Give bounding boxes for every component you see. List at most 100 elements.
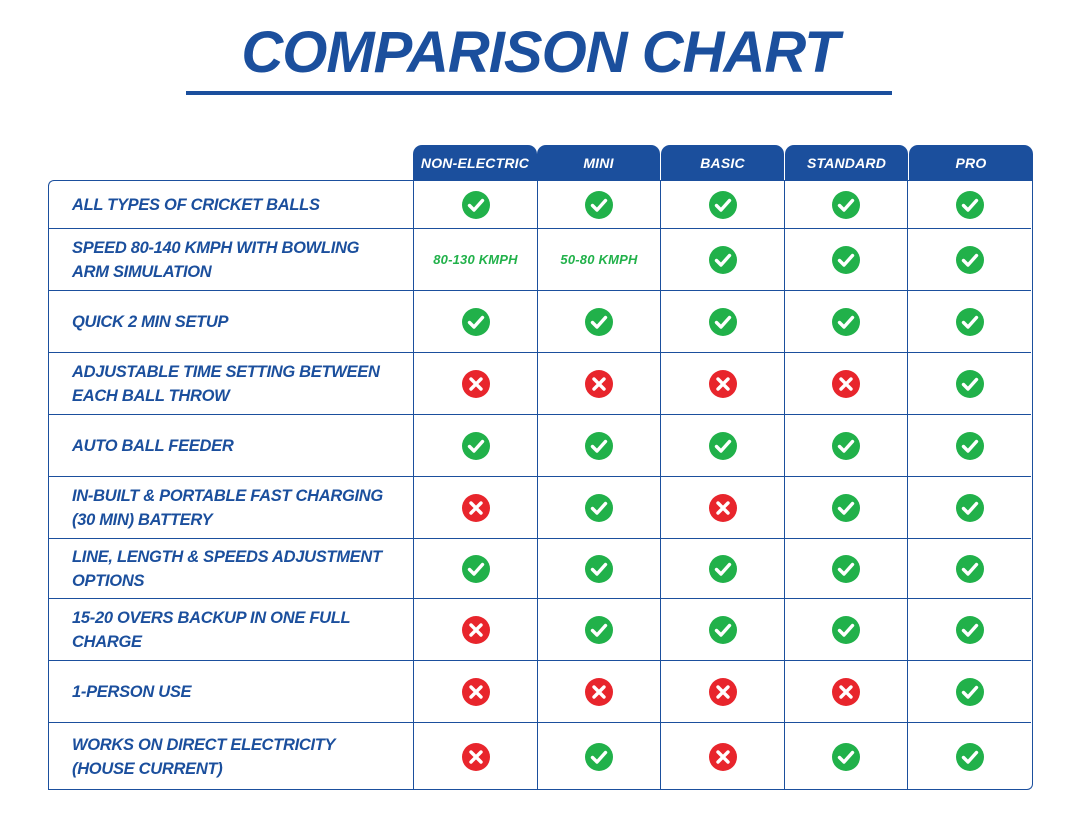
table-cell <box>413 722 537 789</box>
table-cell <box>537 352 660 414</box>
table-cell <box>413 180 537 228</box>
title-underline <box>186 91 892 95</box>
table-cell <box>660 476 784 538</box>
feature-label: LINE, LENGTH & SPEEDS ADJUSTMENT OPTIONS <box>48 538 413 598</box>
check-icon <box>832 554 860 583</box>
feature-label: ADJUSTABLE TIME SETTING BETWEEN EACH BAL… <box>48 352 413 414</box>
table-cell <box>784 414 907 476</box>
table-cell <box>537 538 660 598</box>
feature-label: QUICK 2 MIN SETUP <box>48 290 413 352</box>
table-cell <box>907 352 1031 414</box>
table-cell <box>907 660 1031 722</box>
cross-icon <box>708 677 737 706</box>
table-cell <box>537 476 660 538</box>
column-header-standard: STANDARD <box>785 145 908 181</box>
table-cell <box>784 660 907 722</box>
table-cell <box>907 180 1031 228</box>
table-cell <box>784 476 907 538</box>
table-cell <box>413 352 537 414</box>
check-icon <box>955 554 984 583</box>
cross-icon <box>461 677 490 706</box>
check-icon <box>585 307 613 336</box>
speed-value: 80-130 KMPH <box>433 252 518 267</box>
check-icon <box>585 190 613 219</box>
table-cell <box>907 228 1031 290</box>
table-cell <box>907 722 1031 789</box>
table-cell <box>907 414 1031 476</box>
check-icon <box>832 431 860 460</box>
check-icon <box>955 742 984 771</box>
table-cell <box>537 414 660 476</box>
table-cell <box>907 476 1031 538</box>
table-cell <box>660 414 784 476</box>
column-header-non-electric: NON-ELECTRIC <box>413 145 537 181</box>
table-cell <box>784 598 907 660</box>
cross-icon <box>708 369 737 398</box>
table-cell <box>660 660 784 722</box>
table-cell <box>907 538 1031 598</box>
table-cell <box>784 538 907 598</box>
table-cell <box>537 598 660 660</box>
column-header-basic: BASIC <box>661 145 784 181</box>
cross-icon <box>708 742 737 771</box>
check-icon <box>832 493 860 522</box>
table-cell <box>907 598 1031 660</box>
table-cell <box>660 598 784 660</box>
check-icon <box>832 742 860 771</box>
table-cell <box>413 598 537 660</box>
page-title: COMPARISON CHART <box>241 20 839 85</box>
table-cell <box>413 476 537 538</box>
cross-icon <box>585 369 613 398</box>
table-cell <box>660 352 784 414</box>
table-cell <box>537 722 660 789</box>
feature-label: 1-PERSON USE <box>48 660 413 722</box>
check-icon <box>708 245 737 274</box>
check-icon <box>708 615 737 644</box>
feature-label: AUTO BALL FEEDER <box>48 414 413 476</box>
cross-icon <box>461 493 490 522</box>
check-icon <box>708 307 737 336</box>
check-icon <box>585 554 613 583</box>
check-icon <box>585 493 613 522</box>
feature-label: 15-20 OVERS BACKUP IN ONE FULL CHARGE <box>48 598 413 660</box>
check-icon <box>955 307 984 336</box>
table-cell: 80-130 KMPH <box>413 228 537 290</box>
feature-label: ALL TYPES OF CRICKET BALLS <box>48 180 413 228</box>
check-icon <box>708 431 737 460</box>
check-icon <box>708 190 737 219</box>
feature-label: IN-BUILT & PORTABLE FAST CHARGING (30 MI… <box>48 476 413 538</box>
table-cell <box>660 290 784 352</box>
cross-icon <box>832 677 860 706</box>
table-cell <box>413 290 537 352</box>
table-cell <box>413 660 537 722</box>
check-icon <box>955 677 984 706</box>
check-icon <box>461 190 490 219</box>
table-cell <box>784 290 907 352</box>
check-icon <box>955 245 984 274</box>
table-cell <box>907 290 1031 352</box>
speed-value: 50-80 KMPH <box>560 252 638 267</box>
check-icon <box>832 245 860 274</box>
cross-icon <box>461 369 490 398</box>
check-icon <box>955 369 984 398</box>
table-cell <box>660 180 784 228</box>
table-cell <box>660 228 784 290</box>
check-icon <box>955 493 984 522</box>
column-header-mini: MINI <box>537 145 660 181</box>
table-cell <box>660 722 784 789</box>
check-icon <box>461 431 490 460</box>
table-cell <box>537 290 660 352</box>
check-icon <box>708 554 737 583</box>
cross-icon <box>832 369 860 398</box>
check-icon <box>585 742 613 771</box>
check-icon <box>955 190 984 219</box>
table-cell <box>660 538 784 598</box>
cross-icon <box>708 493 737 522</box>
table-cell <box>413 538 537 598</box>
table-cell <box>413 414 537 476</box>
feature-label: SPEED 80-140 KMPH WITH BOWLING ARM SIMUL… <box>48 228 413 290</box>
check-icon <box>461 554 490 583</box>
cross-icon <box>461 742 490 771</box>
table-cell <box>784 352 907 414</box>
cross-icon <box>585 677 613 706</box>
